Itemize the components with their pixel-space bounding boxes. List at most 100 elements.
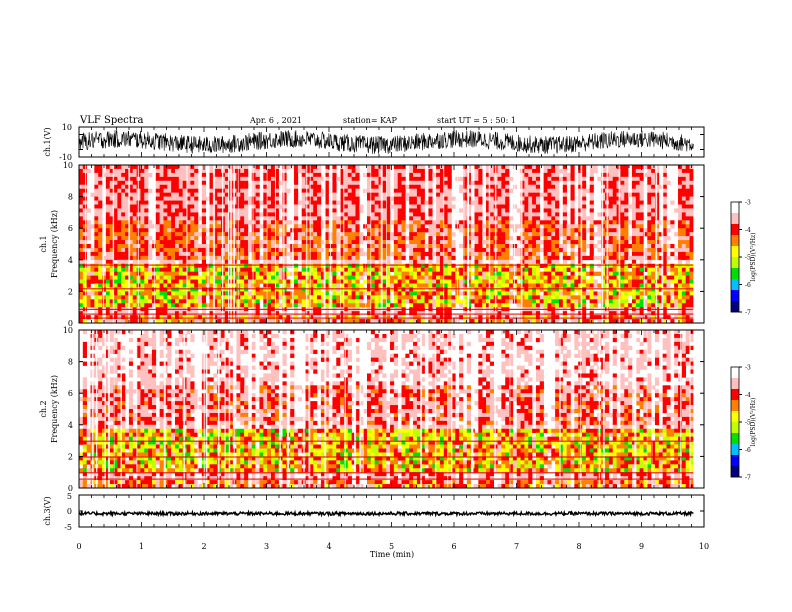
spectrogram-cell bbox=[420, 188, 425, 193]
spectrogram-cell bbox=[409, 287, 414, 292]
spectrogram-cell bbox=[343, 299, 349, 304]
spectrogram-cell bbox=[209, 244, 214, 249]
spectrogram-cell bbox=[628, 279, 633, 284]
spectrogram-cell bbox=[355, 271, 360, 276]
spectrogram-cell bbox=[497, 259, 502, 265]
spectrogram-cell bbox=[343, 208, 349, 213]
spectrogram-cell bbox=[86, 299, 91, 304]
spectrogram-cell bbox=[447, 283, 452, 288]
spectrogram-cell bbox=[628, 315, 633, 320]
spectrogram-cell bbox=[305, 196, 310, 201]
spectrogram-cell bbox=[255, 311, 260, 316]
spectrogram-cell bbox=[351, 228, 356, 233]
spectrogram-cell bbox=[224, 247, 230, 253]
spectrogram-cell bbox=[474, 240, 479, 245]
spectrogram-cell bbox=[382, 220, 387, 225]
spectrogram-cell bbox=[128, 228, 134, 233]
spectrogram-cell bbox=[128, 208, 134, 213]
spectrogram-cell bbox=[612, 295, 617, 300]
spectrogram-cell bbox=[175, 299, 180, 304]
spectrogram-cell bbox=[186, 232, 191, 237]
spectrogram-cell bbox=[159, 180, 164, 186]
spectrogram-cell bbox=[244, 200, 249, 205]
spectrogram-cell bbox=[370, 172, 375, 178]
spectrogram-cell bbox=[94, 303, 99, 308]
spectrogram-cell bbox=[148, 224, 153, 229]
spectrogram-cell bbox=[151, 271, 157, 276]
spectrogram-cell bbox=[224, 216, 230, 221]
spectrogram-cell bbox=[267, 271, 272, 276]
spectrogram-cell bbox=[355, 204, 360, 209]
spectrogram-cell bbox=[462, 236, 468, 241]
spectrogram-cell bbox=[470, 251, 475, 257]
spectrogram-cell bbox=[209, 184, 214, 189]
spectrogram-cell bbox=[439, 212, 445, 217]
spectrogram-cell bbox=[186, 299, 191, 304]
spectrogram-cell bbox=[639, 303, 644, 308]
spectrogram-cell bbox=[401, 295, 406, 300]
spectrogram-cell bbox=[547, 224, 552, 229]
spectrogram-cell bbox=[79, 232, 84, 237]
spectrogram-cell bbox=[132, 291, 137, 296]
spectrogram-cell bbox=[416, 172, 422, 178]
spectrogram-cell bbox=[555, 319, 560, 324]
spectrogram-cell bbox=[171, 224, 176, 229]
spectrogram-cell bbox=[224, 176, 230, 182]
spectrogram-cell bbox=[535, 303, 541, 308]
spectrogram-cell bbox=[167, 291, 172, 296]
spectrogram-cell bbox=[263, 315, 268, 320]
spectrogram-cell bbox=[332, 192, 337, 197]
spectrogram-cell bbox=[186, 319, 191, 324]
spectrogram-cell bbox=[443, 208, 448, 213]
spectrogram-cell bbox=[628, 283, 633, 288]
spectrogram-cell bbox=[182, 267, 187, 272]
spectrogram-cell bbox=[355, 165, 360, 170]
spectrogram-cell bbox=[317, 244, 322, 249]
spectrogram-cell bbox=[294, 228, 299, 233]
spectrogram-cell bbox=[555, 232, 560, 237]
spectrogram-cell bbox=[94, 244, 99, 249]
spectrogram-cell bbox=[270, 220, 276, 225]
spectrogram-cell bbox=[259, 212, 264, 217]
spectrogram-cell bbox=[482, 267, 487, 272]
spectrogram-cell bbox=[401, 287, 406, 292]
spectrogram-cell bbox=[428, 184, 433, 189]
spectrogram-cell bbox=[294, 283, 299, 288]
spectrogram-cell bbox=[397, 303, 402, 308]
spectrogram-cell bbox=[624, 247, 629, 253]
spectrogram-cell bbox=[155, 232, 160, 237]
spectrogram-cell bbox=[578, 216, 583, 221]
spectrogram-cell bbox=[405, 283, 410, 288]
spectrogram-cell bbox=[324, 188, 329, 193]
spectrogram-cell bbox=[535, 216, 541, 221]
spectrogram-cell bbox=[313, 299, 318, 304]
spectrogram-cell bbox=[340, 168, 345, 174]
spectrogram-cell bbox=[213, 311, 218, 316]
spectrogram-cell bbox=[125, 267, 130, 272]
spectrogram-cell bbox=[601, 204, 606, 209]
spectrogram-cell bbox=[182, 176, 187, 182]
spectrogram-cell bbox=[624, 251, 629, 257]
spectrogram-cell bbox=[447, 184, 452, 189]
spectrogram-cell bbox=[282, 240, 287, 245]
spectrogram-cell bbox=[570, 224, 575, 229]
spectrogram-cell bbox=[570, 315, 575, 320]
spectrogram-cell bbox=[163, 263, 168, 268]
spectrogram-cell bbox=[167, 251, 172, 257]
spectrogram-cell bbox=[186, 295, 191, 300]
spectrogram-cell bbox=[631, 165, 637, 170]
spectrogram-cell bbox=[178, 240, 183, 245]
spectrogram-cell bbox=[117, 168, 122, 174]
spectrogram-cell bbox=[582, 216, 587, 221]
spectrogram-cell bbox=[486, 216, 491, 221]
spectrogram-cell bbox=[171, 208, 176, 213]
spectrogram-cell bbox=[420, 204, 425, 209]
spectrogram-cell bbox=[163, 279, 168, 284]
spectrogram-cell bbox=[340, 228, 345, 233]
spectrogram-cell bbox=[543, 220, 548, 225]
spectrogram-cell bbox=[574, 303, 579, 308]
spectrogram-cell bbox=[301, 283, 306, 288]
spectrogram-cell bbox=[635, 267, 640, 272]
spectrogram-cell bbox=[432, 287, 437, 292]
spectrogram-cell bbox=[635, 172, 640, 178]
